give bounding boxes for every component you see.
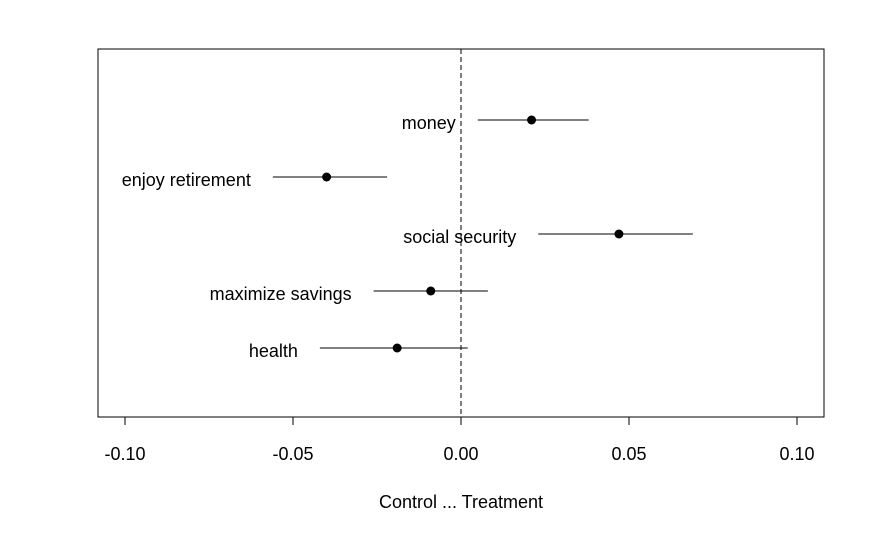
x-axis: -0.10 -0.05 0.00 0.05 0.10 <box>104 416 815 464</box>
chart-marks: money enjoy retirement social security maxi… <box>122 113 693 361</box>
x-tick-label: 0.00 <box>443 444 478 464</box>
estimate-row: enjoy retirement <box>122 170 388 190</box>
point-estimate <box>614 229 624 239</box>
point-estimate <box>322 172 332 182</box>
x-tick-label: 0.10 <box>779 444 814 464</box>
category-label: social security <box>403 227 516 247</box>
point-estimate <box>426 286 436 296</box>
category-label: enjoy retirement <box>122 170 251 190</box>
x-axis-title: Control ... Treatment <box>379 492 543 512</box>
point-estimate <box>527 115 537 125</box>
estimate-row: health <box>249 341 468 361</box>
point-estimate <box>392 343 402 353</box>
x-tick-label: 0.05 <box>611 444 646 464</box>
category-label: money <box>402 113 456 133</box>
estimate-row: social security <box>403 227 693 247</box>
estimate-row: money <box>402 113 589 133</box>
x-tick-label: -0.10 <box>104 444 145 464</box>
category-label: maximize savings <box>210 284 352 304</box>
estimate-row: maximize savings <box>210 284 488 304</box>
x-tick-label: -0.05 <box>272 444 313 464</box>
category-label: health <box>249 341 298 361</box>
